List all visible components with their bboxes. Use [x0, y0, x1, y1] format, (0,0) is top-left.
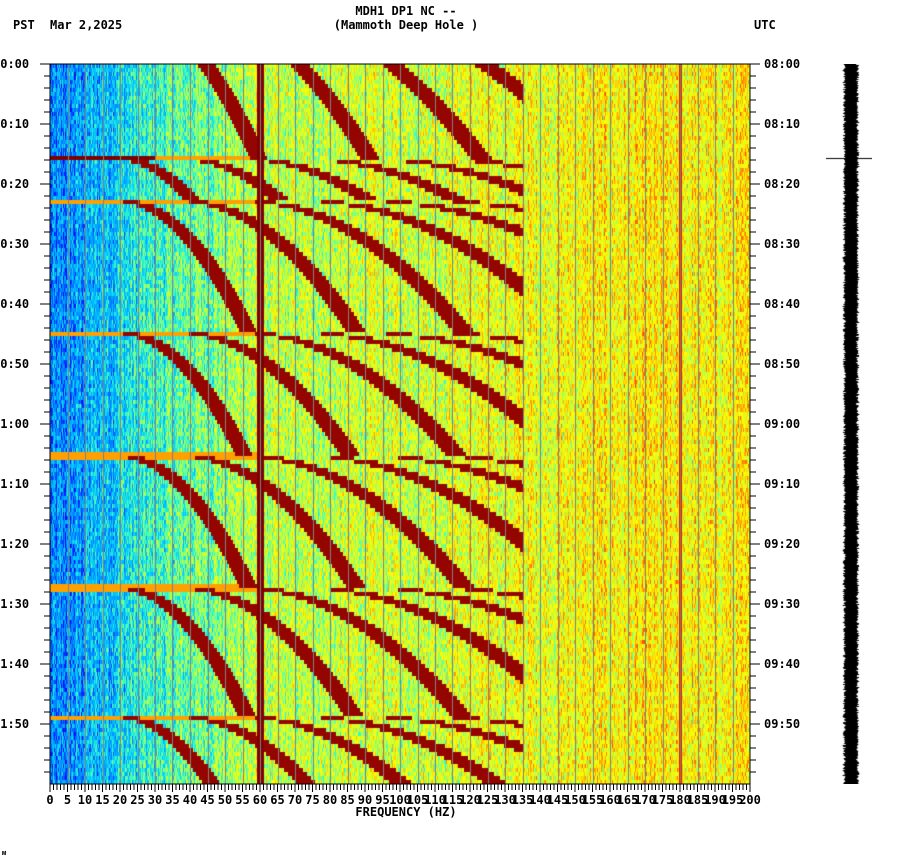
y-tick-label-right: 09:00 [764, 417, 801, 431]
x-tick-label: 175 [651, 793, 674, 807]
y-tick-label-left: 01:20 [0, 537, 30, 551]
seismogram-trace [826, 64, 872, 784]
x-tick-label: 40 [182, 793, 198, 807]
y-tick-label-left: 01:30 [0, 597, 30, 611]
x-tick-label: 130 [494, 793, 516, 807]
x-tick-label: 80 [322, 793, 338, 807]
y-tick-label-right: 09:30 [764, 597, 801, 611]
x-tick-label: 135 [511, 793, 534, 807]
y-tick-label-left: 00:20 [0, 177, 30, 191]
y-tick-label-right: 08:50 [764, 357, 801, 371]
x-tick-label: 110 [424, 793, 446, 807]
y-tick-label-left: 01:10 [0, 477, 30, 491]
y-tick-label-right: 08:20 [764, 177, 801, 191]
x-tick-label: 155 [581, 793, 604, 807]
x-tick-label: 125 [476, 793, 499, 807]
x-tick-label: 120 [459, 793, 481, 807]
y-tick-label-right: 09:20 [764, 537, 801, 551]
left-timezone-label: PST [13, 18, 35, 32]
x-axis-title: FREQUENCY (HZ) [355, 805, 457, 819]
x-tick-label: 0 [46, 793, 54, 807]
x-tick-label: 60 [252, 793, 268, 807]
y-tick-label-left: 00:10 [0, 117, 30, 131]
right-timezone-label: UTC [754, 18, 776, 32]
y-tick-label-right: 09:40 [764, 657, 801, 671]
x-tick-label: 85 [340, 793, 355, 807]
x-tick-label: 75 [305, 793, 320, 807]
x-tick-label: 5 [63, 793, 72, 807]
y-tick-label-left: 01:50 [0, 717, 30, 731]
x-tick-label: 20 [112, 793, 128, 807]
x-tick-label: 10 [77, 793, 93, 807]
x-tick-label: 70 [287, 793, 303, 807]
date-label: Mar 2,2025 [50, 18, 123, 32]
x-tick-label: 90 [357, 793, 373, 807]
x-tick-label: 140 [529, 793, 551, 807]
y-tick-label-right: 08:30 [764, 237, 801, 251]
x-tick-label: 185 [686, 793, 709, 807]
x-tick-label: 95 [375, 793, 390, 807]
x-tick-label: 165 [616, 793, 639, 807]
y-tick-label-right: 08:10 [764, 117, 801, 131]
x-tick-label: 30 [147, 793, 163, 807]
y-tick-label-left: 00:50 [0, 357, 30, 371]
x-tick-label: 50 [217, 793, 233, 807]
x-tick-label: 35 [165, 793, 180, 807]
x-tick-label: 145 [546, 793, 569, 807]
y-tick-label-right: 09:10 [764, 477, 801, 491]
footer-mark: ᴍ [2, 849, 7, 857]
y-tick-label-left: 00:00 [0, 57, 30, 71]
y-tick-label-left: 00:30 [0, 237, 30, 251]
y-tick-label-left: 00:40 [0, 297, 30, 311]
x-tick-label: 15 [95, 793, 110, 807]
site-name: (Mammoth Deep Hole ) [333, 18, 479, 32]
x-tick-label: 200 [739, 793, 761, 807]
x-tick-label: 25 [130, 793, 145, 807]
x-tick-label: 45 [200, 793, 215, 807]
y-tick-label-left: 01:00 [0, 417, 30, 431]
x-tick-label: 105 [406, 793, 429, 807]
x-tick-label: 100 [389, 793, 411, 807]
x-tick-label: 115 [441, 793, 464, 807]
spectrogram-heatmap [50, 64, 750, 784]
y-tick-label-right: 08:40 [764, 297, 801, 311]
x-tick-label: 195 [721, 793, 744, 807]
x-tick-label: 55 [235, 793, 250, 807]
y-tick-label-left: 01:40 [0, 657, 30, 671]
x-tick-label: 150 [564, 793, 586, 807]
x-tick-label: 180 [669, 793, 691, 807]
x-tick-label: 160 [599, 793, 621, 807]
x-tick-label: 65 [270, 793, 285, 807]
x-tick-label: 170 [634, 793, 656, 807]
y-tick-label-right: 09:50 [764, 717, 801, 731]
x-tick-label: 190 [704, 793, 726, 807]
station-title: MDH1 DP1 NC -- [355, 4, 457, 18]
y-tick-label-right: 08:00 [764, 57, 801, 71]
